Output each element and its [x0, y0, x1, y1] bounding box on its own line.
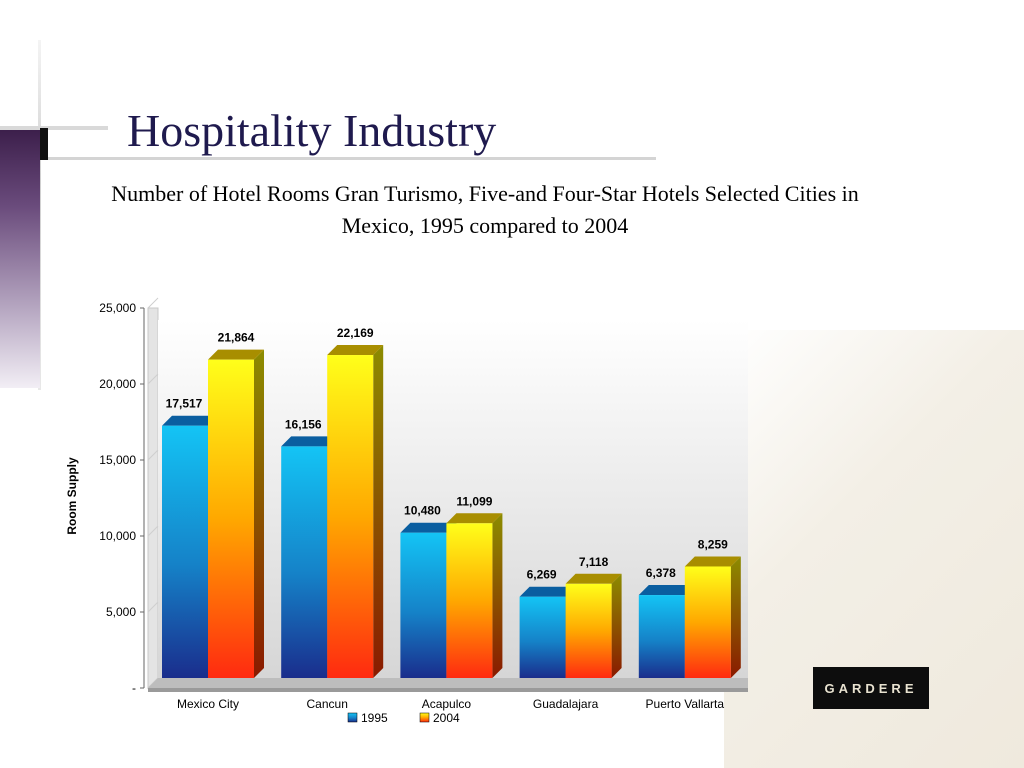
data-label-1995-puerto-vallarta: 6,378 [646, 566, 676, 580]
bar-side-2004-mexico-city [254, 349, 264, 678]
legend-swatch-2004 [419, 712, 430, 723]
bar-top-2004-acapulco [446, 513, 503, 524]
logo-text: GARDERE [824, 680, 918, 696]
x-tick-label-mexico-city: Mexico City [177, 697, 239, 711]
gridline [147, 449, 159, 461]
data-label-2004-mexico-city: 21,864 [218, 331, 255, 345]
x-tick-label-puerto-vallarta: Puerto Vallarta [646, 697, 725, 711]
bar-1995-guadalajara [519, 596, 566, 678]
gridline [147, 601, 159, 613]
legend-swatch-1995 [347, 712, 358, 723]
data-label-1995-mexico-city: 17,517 [166, 397, 203, 411]
y-tick-label: 15,000 [99, 453, 136, 467]
data-label-1995-cancun: 16,156 [285, 417, 322, 431]
bar-top-2004-cancun [327, 345, 384, 356]
y-tick-label: - [132, 681, 136, 695]
bar-1995-mexico-city [162, 425, 208, 678]
bar-1995-cancun [281, 446, 328, 678]
gridline [147, 373, 159, 385]
legend-label-2004: 2004 [433, 711, 460, 725]
bar-2004-mexico-city [208, 359, 254, 678]
bar-1995-acapulco [400, 532, 447, 678]
bar-side-2004-acapulco [492, 513, 503, 678]
page-title: Hospitality Industry [127, 105, 497, 156]
data-label-2004-puerto-vallarta: 8,259 [698, 537, 728, 551]
gridline [147, 525, 159, 537]
plot-side-wall [147, 307, 159, 690]
data-label-2004-cancun: 22,169 [337, 326, 374, 340]
bar-side-2004-puerto-vallarta [730, 556, 741, 678]
bar-top-2004-puerto-vallarta [684, 556, 741, 567]
gardere-logo: GARDERE [813, 667, 929, 709]
data-label-1995-acapulco: 10,480 [404, 504, 441, 518]
bar-top-1995-cancun [281, 436, 338, 447]
decorative-black-tick [40, 128, 48, 160]
chart-subtitle: Number of Hotel Rooms Gran Turismo, Five… [111, 181, 859, 238]
y-tick-label: 5,000 [106, 605, 136, 619]
bar-top-2004-mexico-city [208, 349, 264, 360]
title-underline [48, 157, 656, 160]
legend-label-1995: 1995 [361, 711, 388, 725]
bar-top-1995-guadalajara [519, 586, 576, 597]
bar-top-1995-puerto-vallarta [638, 585, 695, 596]
data-label-1995-guadalajara: 6,269 [527, 568, 557, 582]
data-label-2004-acapulco: 11,099 [456, 494, 492, 508]
decorative-purple-band [0, 128, 40, 388]
y-axis-title: Room Supply [65, 457, 79, 535]
x-tick-label-acapulco: Acapulco [422, 697, 472, 711]
plot-floor-edge [148, 688, 748, 692]
y-tick-label: 10,000 [99, 529, 136, 543]
bar-2004-acapulco [446, 523, 493, 678]
y-tick-label: 25,000 [99, 301, 136, 315]
bar-side-2004-cancun [373, 345, 384, 678]
bar-1995-puerto-vallarta [638, 595, 685, 678]
bar-2004-guadalajara [565, 583, 612, 678]
data-label-2004-guadalajara: 7,118 [579, 555, 609, 569]
bar-side-2004-guadalajara [611, 573, 622, 678]
gridline [147, 297, 159, 309]
decorative-title-rule [0, 126, 108, 130]
bar-2004-puerto-vallarta [684, 566, 731, 678]
plot-floor [148, 678, 748, 688]
y-tick-label: 20,000 [99, 377, 136, 391]
bar-top-1995-acapulco [400, 522, 457, 533]
bar-2004-cancun [327, 355, 374, 678]
bar-top-1995-mexico-city [162, 415, 218, 426]
x-tick-label-guadalajara: Guadalajara [533, 697, 599, 711]
x-tick-label-cancun: Cancun [307, 697, 348, 711]
bar-top-2004-guadalajara [565, 573, 622, 584]
